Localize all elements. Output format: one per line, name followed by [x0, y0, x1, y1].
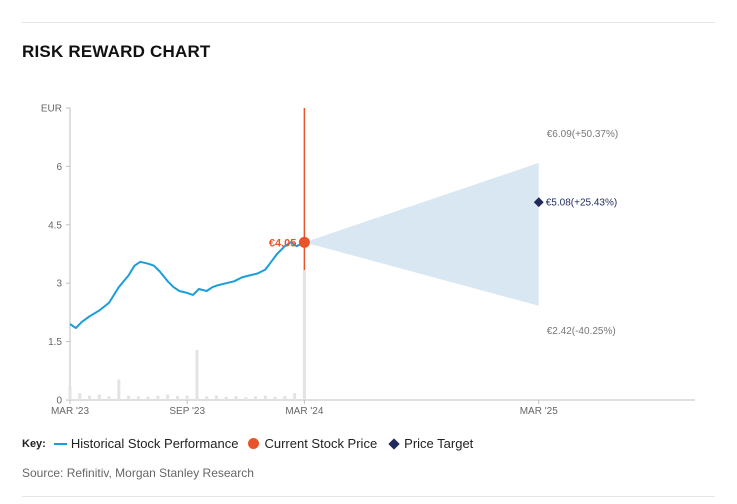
current-price-marker: [298, 236, 310, 248]
volume-bar: [68, 386, 72, 400]
x-tick-label: SEP '23: [169, 406, 205, 417]
volume-bar: [273, 396, 277, 400]
volume-bar: [146, 396, 150, 400]
current-price-label: €4.05: [269, 237, 297, 249]
volume-bar: [156, 395, 160, 400]
y-tick-label: 1.5: [48, 337, 62, 348]
volume-bar: [127, 395, 131, 400]
y-axis-unit-label: EUR: [41, 104, 62, 115]
volume-bar: [175, 395, 179, 400]
x-tick-label: MAR '24: [285, 406, 323, 417]
bottom-divider: [22, 496, 715, 497]
risk-reward-chart: 0 1.5 3 4.5 6 EUR MAR '23 SEP '23 MAR '24 MAR '25…: [41, 104, 695, 417]
volume-bar: [136, 396, 140, 400]
legend-current: Current Stock Price: [248, 436, 377, 451]
legend-key-label: Key:: [22, 437, 46, 450]
y-tick-label: 4.5: [48, 220, 62, 231]
chart-title: RISK REWARD CHART: [22, 42, 211, 61]
volume-bar: [234, 395, 238, 400]
volume-bar: [88, 395, 92, 400]
source-note: Source: Refinitiv, Morgan Stanley Resear…: [22, 466, 254, 480]
bull-case-label: €6.09(+50.37%): [547, 129, 618, 140]
volume-bar: [224, 396, 228, 400]
volume-bar: [302, 270, 306, 400]
volume-bar: [283, 395, 287, 400]
legend-target-label: Price Target: [404, 436, 474, 451]
volume-bar: [195, 350, 199, 400]
x-tick-label: MAR '23: [51, 406, 89, 417]
price-target-marker: [533, 197, 544, 208]
volume-bar: [166, 394, 170, 400]
bear-case-label: €2.42(-40.25%): [547, 326, 616, 337]
volume-bar: [107, 396, 111, 400]
historical-price-line: [69, 241, 305, 329]
diamond-swatch-icon: [388, 437, 400, 450]
y-tick-label: 6: [56, 162, 62, 173]
x-tick-label: MAR '25: [520, 406, 558, 417]
volume-bar: [205, 396, 209, 400]
volume-bar: [78, 393, 82, 400]
volume-bar: [293, 393, 297, 400]
legend-target: Price Target: [387, 436, 473, 451]
legend-current-label: Current Stock Price: [264, 436, 378, 451]
volume-bar: [263, 395, 267, 400]
volume-bar: [117, 379, 121, 400]
volume-bar: [185, 395, 189, 400]
legend: Key: Historical Stock Performance Curren…: [22, 436, 483, 451]
volume-bar: [214, 395, 218, 400]
line-swatch-icon: [53, 442, 67, 445]
legend-historical-label: Historical Stock Performance: [70, 436, 239, 451]
y-tick-label: 0: [56, 396, 62, 407]
dot-swatch-icon: [248, 438, 260, 449]
volume-bar: [244, 397, 248, 400]
volume-bar: [97, 394, 101, 400]
y-tick-label: 3: [56, 279, 62, 290]
legend-historical: Historical Stock Performance: [53, 436, 239, 451]
top-divider: [22, 22, 715, 23]
risk-reward-cone: [304, 162, 539, 306]
volume-bar: [254, 396, 258, 400]
price-target-label: €5.08(+25.43%): [546, 198, 617, 209]
